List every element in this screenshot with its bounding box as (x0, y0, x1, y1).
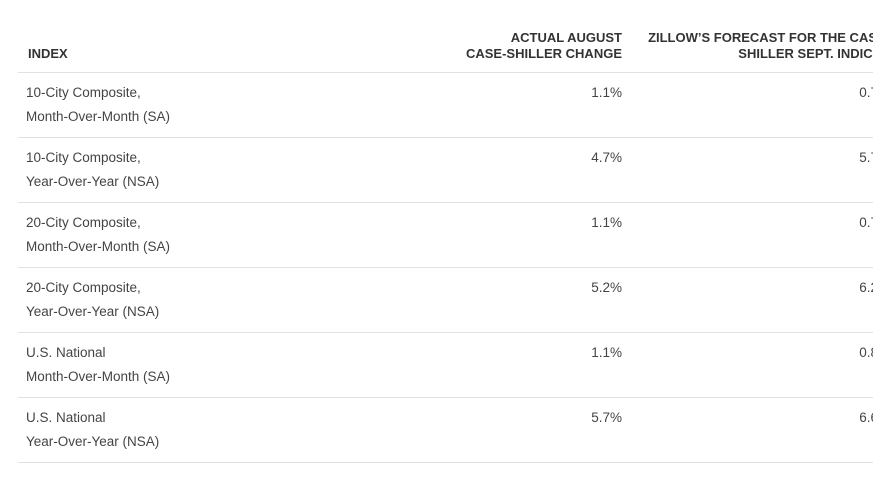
table-header-row: INDEX ACTUAL AUGUST CASE-SHILLER CHANGE … (18, 22, 873, 73)
index-cell: 20-City Composite, Year-Over-Year (NSA) (18, 267, 416, 333)
table-row: 20-City Composite, Year-Over-Year (NSA) … (18, 267, 873, 333)
actual-change-cell: 5.7% (416, 397, 630, 463)
header-index-label: INDEX (28, 46, 68, 61)
header-index: INDEX (18, 22, 416, 73)
table-row: 10-City Composite, Year-Over-Year (NSA) … (18, 137, 873, 203)
forecast-table-container: INDEX ACTUAL AUGUST CASE-SHILLER CHANGE … (18, 22, 873, 463)
forecast-cell: 6.2% (630, 267, 873, 333)
index-name-line1: 10-City Composite, (26, 150, 141, 165)
header-actual-august: ACTUAL AUGUST CASE-SHILLER CHANGE (416, 22, 630, 73)
index-name-line2: Year-Over-Year (NSA) (26, 174, 160, 189)
index-cell: 10-City Composite, Month-Over-Month (SA) (18, 72, 416, 138)
header-zillow-forecast: ZILLOW’S FORECAST FOR THE CASE- SHILLER … (630, 22, 873, 73)
index-name-line1: 20-City Composite, (26, 215, 141, 230)
index-name-line2: Year-Over-Year (NSA) (26, 434, 160, 449)
index-name-line1: 20-City Composite, (26, 280, 141, 295)
index-cell: 20-City Composite, Month-Over-Month (SA) (18, 202, 416, 268)
table-row: 20-City Composite, Month-Over-Month (SA)… (18, 202, 873, 268)
index-cell: U.S. National Month-Over-Month (SA) (18, 332, 416, 398)
index-name-line2: Year-Over-Year (NSA) (26, 304, 160, 319)
table-row: U.S. National Year-Over-Year (NSA) 5.7% … (18, 397, 873, 463)
index-cell: U.S. National Year-Over-Year (NSA) (18, 397, 416, 463)
forecast-cell: 0.7% (630, 72, 873, 138)
actual-change-cell: 5.2% (416, 267, 630, 333)
index-name-line1: U.S. National (26, 410, 106, 425)
index-name-line2: Month-Over-Month (SA) (26, 109, 171, 124)
table-row: 10-City Composite, Month-Over-Month (SA)… (18, 72, 873, 138)
index-name-line1: 10-City Composite, (26, 85, 141, 100)
actual-change-cell: 4.7% (416, 137, 630, 203)
case-shiller-forecast-table: INDEX ACTUAL AUGUST CASE-SHILLER CHANGE … (18, 22, 873, 463)
index-name-line2: Month-Over-Month (SA) (26, 369, 171, 384)
forecast-cell: 0.7% (630, 202, 873, 268)
forecast-cell: 0.8% (630, 332, 873, 398)
index-name-line1: U.S. National (26, 345, 106, 360)
index-name-line2: Month-Over-Month (SA) (26, 239, 171, 254)
header-forecast-line2: SHILLER SEPT. INDICES (738, 46, 873, 61)
actual-change-cell: 1.1% (416, 332, 630, 398)
index-cell: 10-City Composite, Year-Over-Year (NSA) (18, 137, 416, 203)
actual-change-cell: 1.1% (416, 202, 630, 268)
forecast-cell: 5.7% (630, 137, 873, 203)
table-row: U.S. National Month-Over-Month (SA) 1.1%… (18, 332, 873, 398)
forecast-cell: 6.6% (630, 397, 873, 463)
header-actual-line2: CASE-SHILLER CHANGE (465, 46, 622, 61)
header-forecast-line1: ZILLOW’S FORECAST FOR THE CASE- (648, 30, 873, 45)
header-actual-line1: ACTUAL AUGUST (510, 30, 622, 45)
actual-change-cell: 1.1% (416, 72, 630, 138)
